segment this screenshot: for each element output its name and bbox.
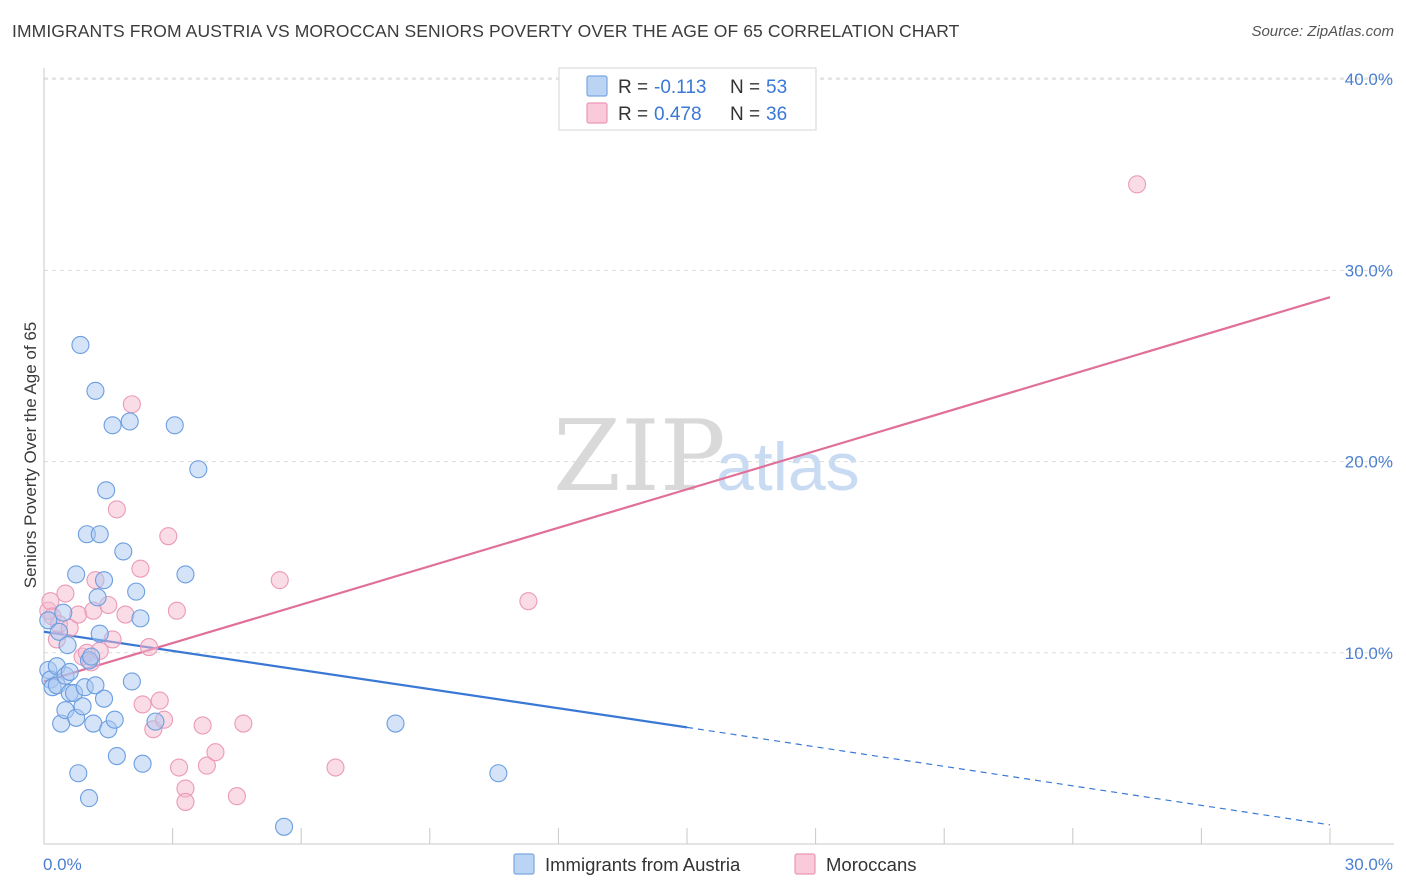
point-moroccans	[270, 571, 289, 590]
point-moroccans	[1128, 175, 1147, 194]
axes	[43, 68, 1394, 845]
legend-n-value-moroccans: 36	[766, 104, 787, 125]
legend-swatch-austria	[586, 75, 608, 97]
series-points-austria	[39, 335, 508, 836]
point-austria	[97, 481, 116, 500]
point-austria	[107, 746, 126, 766]
point-moroccans	[69, 605, 88, 624]
point-moroccans	[116, 605, 135, 624]
series-legend-swatch-moroccans	[794, 853, 816, 875]
point-moroccans	[326, 758, 345, 777]
gridlines	[44, 77, 1394, 654]
series-legend-label-austria: Immigrants from Austria	[545, 854, 741, 875]
point-moroccans	[107, 500, 126, 519]
point-moroccans	[167, 601, 186, 620]
point-austria	[79, 789, 99, 808]
point-moroccans	[56, 584, 75, 603]
point-austria	[84, 714, 103, 733]
source-label: Source: ZipAtlas.com	[1251, 23, 1394, 40]
trend-line-moroccans	[43, 296, 1331, 683]
y-tick-label-20: 20.0%	[1345, 453, 1393, 472]
point-moroccans	[133, 695, 152, 714]
y-axis-label: Seniors Poverty Over the Age of 65	[21, 322, 40, 588]
point-austria	[86, 676, 105, 695]
chart-title: IMMIGRANTS FROM AUSTRIA VS MOROCCAN SENI…	[12, 21, 960, 41]
trend-line-austria-extrapolated	[686, 726, 1331, 826]
data-points	[39, 175, 1147, 836]
series-legend: Immigrants from Austria Moroccans	[513, 853, 916, 875]
legend-swatch-moroccans	[586, 102, 608, 124]
point-austria	[67, 565, 86, 584]
legend-r-value-moroccans: 0.478	[654, 104, 702, 125]
point-austria	[275, 817, 294, 836]
trend-lines	[43, 296, 1331, 826]
y-tick-label-40: 40.0%	[1345, 70, 1393, 89]
point-austria	[88, 588, 107, 607]
point-moroccans	[122, 395, 141, 414]
point-austria	[49, 622, 69, 641]
point-austria	[86, 381, 105, 400]
point-austria	[122, 672, 141, 691]
x-tick-label-max: 30.0%	[1345, 855, 1393, 874]
x-tick-label-min: 0.0%	[43, 855, 82, 874]
stats-legend: R = -0.113 N = 53 R = 0.478 N = 36	[558, 67, 817, 131]
y-tick-label-10: 10.0%	[1345, 644, 1393, 663]
point-moroccans	[159, 527, 178, 546]
point-austria	[94, 571, 114, 590]
point-moroccans	[206, 743, 225, 762]
point-moroccans	[169, 758, 189, 777]
point-moroccans	[193, 716, 212, 735]
point-austria	[54, 603, 73, 622]
point-austria	[73, 697, 92, 716]
point-austria	[90, 525, 109, 544]
point-austria	[189, 460, 208, 479]
legend-n-label-austria: N =	[730, 77, 760, 98]
watermark-atlas: atlas	[716, 429, 860, 505]
point-austria	[60, 662, 79, 681]
point-austria	[94, 689, 114, 708]
point-austria	[58, 636, 77, 655]
watermark-zip: ZIP	[553, 400, 726, 514]
point-austria	[71, 335, 90, 355]
point-moroccans	[139, 638, 159, 657]
point-austria	[131, 609, 150, 628]
point-austria	[82, 647, 101, 666]
point-austria	[120, 412, 139, 431]
point-austria	[165, 416, 184, 435]
legend-n-value-austria: 53	[766, 77, 787, 98]
point-moroccans	[234, 714, 253, 733]
point-moroccans	[176, 792, 195, 811]
point-moroccans	[197, 756, 216, 775]
point-austria	[133, 754, 152, 773]
point-moroccans	[150, 691, 169, 710]
y-tick-label-30: 30.0%	[1345, 261, 1393, 280]
point-moroccans	[227, 787, 246, 806]
point-austria	[176, 565, 195, 584]
point-austria	[114, 542, 133, 561]
series-legend-swatch-austria	[513, 853, 535, 875]
point-austria	[489, 764, 508, 783]
point-moroccans	[519, 592, 538, 611]
point-moroccans	[131, 559, 150, 578]
legend-r-label-moroccans: R =	[618, 104, 648, 125]
point-austria	[105, 710, 124, 729]
series-legend-label-moroccans: Moroccans	[826, 854, 916, 875]
point-austria	[386, 714, 405, 733]
point-austria	[103, 416, 122, 435]
point-austria	[127, 582, 146, 601]
point-austria	[69, 764, 88, 783]
legend-r-label-austria: R =	[618, 77, 648, 98]
point-austria	[39, 611, 58, 630]
point-austria	[90, 624, 109, 643]
point-austria	[146, 712, 165, 731]
legend-r-value-austria: -0.113	[654, 77, 706, 98]
legend-n-label-moroccans: N =	[730, 104, 760, 125]
y-tick-labels: 10.0% 20.0% 30.0% 40.0%	[1345, 70, 1393, 663]
